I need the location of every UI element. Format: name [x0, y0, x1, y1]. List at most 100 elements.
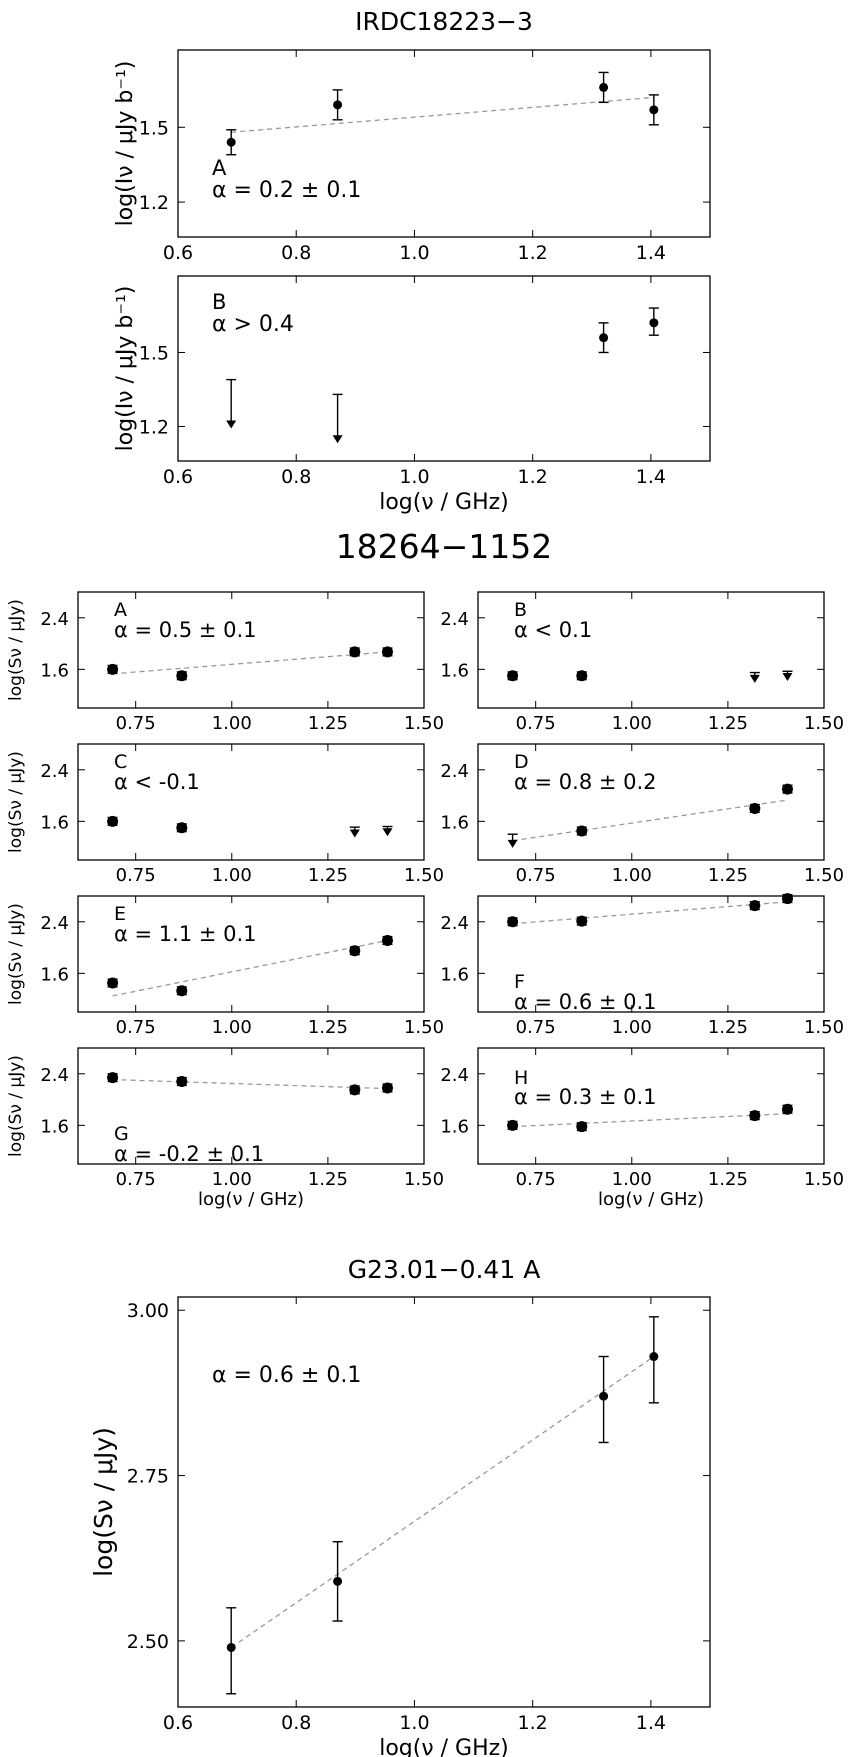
x-tick-label: 1.00: [212, 713, 252, 734]
x-tick-label: 0.75: [516, 865, 556, 886]
panel-label: G: [114, 1123, 129, 1145]
data-point: [107, 663, 119, 675]
data-point: [381, 646, 393, 658]
y-tick-label: 2.4: [40, 1065, 69, 1086]
x-tick-label: 0.75: [516, 1169, 556, 1190]
y-tick-label: 1.6: [440, 964, 469, 985]
data-point: [333, 1576, 343, 1586]
x-tick-label: 1.2: [518, 466, 548, 488]
y-tick-label: 2.4: [440, 609, 469, 630]
y-tick-label: 2.4: [440, 761, 469, 782]
data-point: [333, 100, 343, 110]
x-tick-label: 1.0: [399, 1712, 429, 1734]
data-point: [649, 318, 659, 328]
chart-title: IRDC18223−3: [355, 7, 533, 36]
x-tick-label: 1.50: [804, 713, 844, 734]
panel-label: E: [114, 903, 126, 925]
upper-limit-arrow: [382, 828, 393, 837]
x-tick-label: 1.00: [612, 865, 652, 886]
y-tick-label: 2.4: [40, 761, 69, 782]
data-point: [576, 670, 588, 682]
x-tick-label: 1.50: [404, 1169, 444, 1190]
x-tick-label: 1.0: [399, 242, 429, 264]
y-tick-label: 2.50: [127, 1631, 169, 1653]
data-point: [381, 1082, 393, 1094]
y-tick-label: 3.00: [127, 1300, 169, 1322]
upper-limit-arrow: [226, 420, 237, 429]
x-tick-label: 1.50: [404, 1017, 444, 1038]
upper-limit-arrow: [349, 829, 360, 838]
y-tick-label: 1.6: [440, 1116, 469, 1137]
x-tick-label: 1.50: [404, 865, 444, 886]
upper-limit-arrow: [507, 839, 518, 848]
data-point: [599, 1391, 609, 1401]
x-axis-label: log(ν / GHz): [379, 490, 509, 515]
data-point: [176, 822, 188, 834]
panel-label: H: [514, 1067, 528, 1089]
spectral-index-label: α > 0.4: [212, 312, 294, 337]
y-axis-label: log(Iν / μJy b⁻¹): [113, 286, 138, 452]
y-axis-label: log(Sν / μJy): [6, 751, 26, 853]
x-axis-label: log(ν / GHz): [598, 1189, 704, 1210]
y-tick-label: 1.6: [40, 1116, 69, 1137]
spectral-index-label: α = 0.6 ± 0.1: [514, 990, 657, 1014]
chart-title: 18264−1152: [336, 527, 553, 566]
plot-frame: [77, 591, 425, 709]
x-tick-label: 0.8: [281, 242, 311, 264]
data-point: [599, 82, 609, 92]
x-axis-label: log(ν / GHz): [379, 1736, 509, 1757]
data-point: [349, 1084, 361, 1096]
x-tick-label: 1.4: [636, 242, 666, 264]
y-tick-label: 1.2: [139, 416, 169, 438]
x-tick-label: 1.50: [804, 865, 844, 886]
x-tick-label: 1.25: [308, 713, 348, 734]
chart-panel: 0.75 1.00 1.25 1.50 1.6 2.4 Bα < 0.1: [440, 591, 844, 734]
x-tick-label: 1.25: [308, 1169, 348, 1190]
x-tick-label: 1.00: [212, 1169, 252, 1190]
x-tick-label: 1.00: [212, 865, 252, 886]
plot-frame: [177, 49, 711, 238]
data-point: [576, 825, 588, 837]
y-tick-label: 1.6: [440, 660, 469, 681]
plot-frame: [77, 1047, 425, 1165]
plot-frame: [477, 895, 825, 1013]
figure-titles: IRDC18223−3 18264−1152 G23.01−0.41 A: [336, 7, 553, 1284]
plot-frame: [177, 275, 711, 462]
data-point: [599, 333, 609, 343]
y-tick-label: 2.4: [40, 913, 69, 934]
y-tick-label: 1.6: [40, 812, 69, 833]
chart-panel: 0.75 1.00 1.25 1.50 1.6 2.4 Dα = 0.8 ± 0.2: [440, 743, 844, 886]
data-point: [576, 915, 588, 927]
data-point: [176, 670, 188, 682]
chart-panel: 0.75 1.00 1.25 1.50 1.6 2.4 Gα = -0.2 ± 0.1 log…: [6, 1047, 444, 1210]
chart-title: G23.01−0.41 A: [348, 1255, 541, 1284]
x-tick-label: 1.4: [636, 466, 666, 488]
x-tick-label: 1.50: [804, 1017, 844, 1038]
y-axis-label: log(Sν / μJy): [6, 903, 26, 1005]
fit-line: [230, 1355, 655, 1649]
x-tick-label: 1.00: [212, 1017, 252, 1038]
panel-label: F: [514, 971, 525, 993]
x-tick-label: 1.25: [708, 1169, 748, 1190]
x-tick-label: 1.50: [804, 1169, 844, 1190]
upper-limit-arrow: [749, 674, 760, 683]
panel-label: A: [212, 156, 227, 180]
fit-line: [112, 939, 388, 997]
data-point: [749, 802, 761, 814]
data-point: [176, 1076, 188, 1088]
x-tick-label: 1.25: [308, 1017, 348, 1038]
spectral-index-label: α = -0.2 ± 0.1: [114, 1142, 264, 1166]
plot-frame: [477, 591, 825, 709]
x-tick-label: 0.6: [163, 1712, 193, 1734]
plot-frame: [477, 1047, 825, 1165]
data-point: [781, 1103, 793, 1115]
y-tick-label: 2.4: [440, 913, 469, 934]
spectral-index-label: α = 0.5 ± 0.1: [114, 618, 257, 642]
chart-panels: 0.6 0.8 1.0 1.2 1.4 1.2 1.5 Aα = 0.2 ± 0.1 log(I…: [6, 49, 844, 1757]
chart-panel: 0.75 1.00 1.25 1.50 1.6 2.4 Hα = 0.3 ± 0.1 log(…: [440, 1047, 844, 1210]
y-tick-label: 1.6: [440, 812, 469, 833]
spectral-index-label: α = 1.1 ± 0.1: [114, 922, 257, 946]
data-point: [507, 916, 519, 928]
x-tick-label: 1.0: [399, 466, 429, 488]
